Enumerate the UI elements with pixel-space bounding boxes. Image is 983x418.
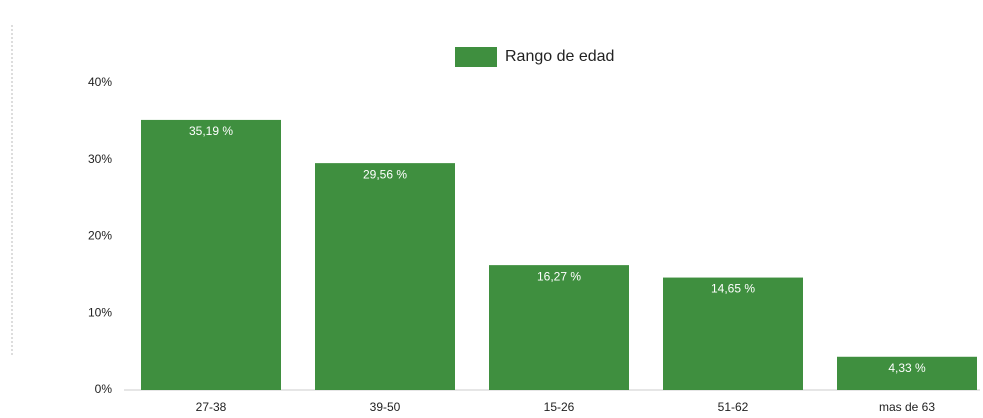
bar — [141, 119, 281, 390]
x-tick-label: 39-50 — [370, 400, 401, 414]
bar — [489, 265, 629, 390]
value-label: 29,56 % — [363, 167, 407, 181]
value-label: 35,19 % — [189, 124, 233, 138]
x-tick-label: 27-38 — [196, 400, 227, 414]
value-label: 16,27 % — [537, 269, 581, 283]
y-tick-label: 0% — [95, 382, 113, 396]
bar — [837, 356, 977, 390]
legend-swatch — [455, 47, 497, 67]
bar — [315, 163, 455, 390]
y-tick-label: 20% — [88, 229, 112, 243]
x-tick-label: 51-62 — [718, 400, 749, 414]
x-tick-label: mas de 63 — [879, 400, 935, 414]
legend-label: Rango de edad — [505, 48, 614, 65]
x-tick-label: 15-26 — [544, 400, 575, 414]
value-label: 14,65 % — [711, 282, 755, 296]
y-tick-label: 10% — [88, 305, 112, 319]
y-tick-label: 40% — [88, 75, 112, 89]
value-label: 4,33 % — [888, 361, 926, 375]
y-tick-label: 30% — [88, 152, 112, 166]
bar — [663, 277, 803, 390]
